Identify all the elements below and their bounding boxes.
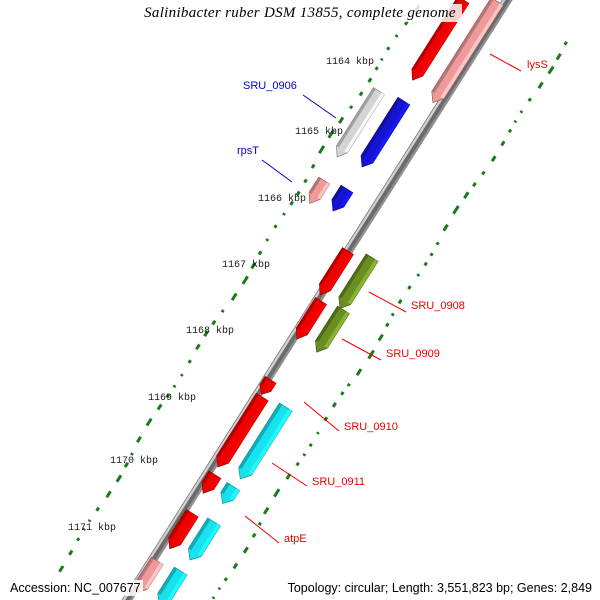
gene-box-SRU_0906[interactable] [332, 87, 385, 161]
leader-line-atpE [244, 515, 280, 544]
axis-tick-label-2: 1166 kbp [258, 194, 307, 205]
leader-line-SRU_0909 [341, 338, 382, 361]
gene-box-atpE[interactable] [216, 482, 241, 508]
gene-box-unlabeled-1[interactable] [164, 509, 199, 553]
gene-box-unlabeled-1[interactable] [184, 517, 221, 564]
leader-line-lysS [489, 53, 522, 72]
gene-label-SRU_0911[interactable]: SRU_0911 [312, 476, 365, 488]
gene-box-SRU_0911[interactable] [212, 392, 269, 471]
gene-box-SRU_0909[interactable] [311, 305, 350, 356]
gene-label-SRU_0909[interactable]: SRU_0909 [386, 348, 440, 360]
label-leader-lines [244, 53, 522, 544]
gene-label-atpE[interactable]: atpE [284, 533, 307, 545]
topology-text: Topology: circular; Length: 3,551,823 bp… [285, 580, 594, 596]
gene-box-SRU_0911[interactable] [234, 402, 293, 483]
gene-label-rpsT[interactable]: rpsT [237, 145, 259, 157]
gene-box-SRU_0910[interactable] [256, 375, 277, 397]
axis-tick-label-0: 1164 kbp [326, 57, 375, 68]
axis-tick-label-7: 1171 kbp [68, 523, 117, 534]
gc-skew-dotted-track [58, 4, 568, 600]
gene-label-SRU_0908[interactable]: SRU_0908 [411, 300, 465, 312]
gene-boxes-layer[interactable] [131, 0, 504, 600]
gene-label-SRU_0910[interactable]: SRU_0910 [344, 421, 398, 433]
gene-label-SRU_0906[interactable]: SRU_0906 [243, 80, 297, 92]
axis-tick-label-3: 1167 kbp [222, 260, 271, 271]
gene-box-unlabeled-2[interactable] [153, 566, 188, 600]
axis-tick-label-6: 1170 kbp [110, 456, 159, 467]
gene-box-SRU_0908[interactable] [334, 253, 379, 312]
leader-line-SRU_0910 [303, 401, 340, 432]
gene-box-rpsT[interactable] [327, 184, 354, 214]
axis-tick-label-4: 1168 kbp [186, 326, 235, 337]
gene-box-SRU_0909[interactable] [291, 297, 328, 343]
axis-tick-label-5: 1169 kbp [148, 393, 197, 404]
axis-tick-label-1: 1165 kbp [295, 127, 344, 138]
gene-box-atpE[interactable] [197, 470, 222, 497]
gene-box-SRU_0906[interactable] [356, 96, 411, 170]
leader-line-rpsT [261, 159, 293, 183]
gene-box-rpsT[interactable] [304, 176, 331, 207]
gene-box-lysS[interactable] [427, 0, 504, 106]
leader-line-SRU_0911 [271, 462, 308, 487]
gene-box-SRU_0908[interactable] [315, 247, 354, 299]
gene-label-lysS[interactable]: lysS [527, 59, 548, 71]
leader-line-SRU_0906 [302, 94, 337, 119]
accession-text: Accession: NC_007677 [8, 580, 143, 596]
leader-line-SRU_0908 [368, 291, 407, 313]
